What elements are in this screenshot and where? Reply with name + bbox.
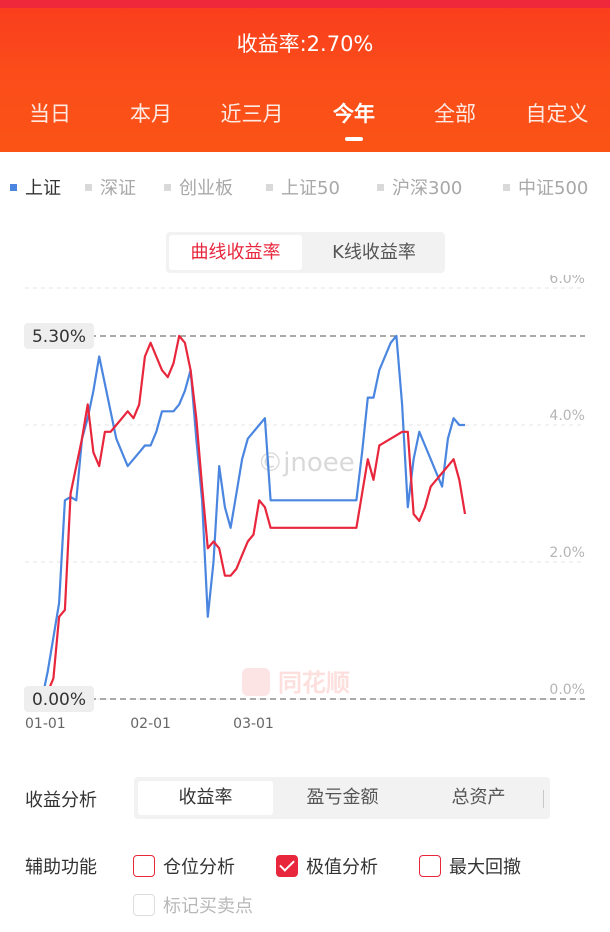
- period-tabs: 当日 本月 近三月 今年 全部 自定义: [0, 98, 610, 138]
- y-tick-label: 4.0%: [549, 408, 585, 424]
- kline-return-button[interactable]: K线收益率: [332, 242, 416, 263]
- brand-logo-icon: [242, 668, 270, 696]
- status-strip: [0, 0, 610, 8]
- legend-dot: [164, 183, 171, 191]
- checkbox-extreme-analysis[interactable]: 极值分析: [276, 853, 378, 879]
- legend-item-csi500[interactable]: 中证500: [503, 174, 588, 200]
- checkbox-mark-trades: 标记买卖点: [133, 892, 253, 918]
- legend-dot: [377, 183, 384, 191]
- legend-item-shenzhen[interactable]: 深证: [85, 174, 136, 200]
- divider: [543, 790, 544, 808]
- tab-this-year[interactable]: 今年: [333, 102, 375, 126]
- x-tick-label: 03-01: [233, 716, 274, 732]
- tab-this-month[interactable]: 本月: [130, 102, 172, 126]
- tab-custom[interactable]: 自定义: [525, 102, 589, 126]
- tab-profit-loss[interactable]: 盈亏金额: [306, 787, 379, 808]
- max-label-badge: [24, 322, 94, 349]
- analysis-label: 收益分析: [25, 790, 97, 811]
- y-tick-label: 6.0%: [549, 275, 585, 287]
- series-line-portfolio: [41, 334, 467, 700]
- legend-item-csi300[interactable]: 沪深300: [377, 174, 462, 200]
- tab-total-assets[interactable]: 总资产: [451, 787, 506, 808]
- max-label: 5.30%: [32, 327, 86, 347]
- brand-name: 同花顺: [278, 669, 350, 697]
- brand-logo: 同花顺: [242, 668, 350, 697]
- x-tick-label: 02-01: [130, 716, 171, 732]
- tab-all[interactable]: 全部: [434, 102, 476, 126]
- series-line-index: [40, 334, 465, 700]
- tab-three-months[interactable]: 近三月: [220, 102, 284, 126]
- legend-dot: [85, 183, 92, 191]
- chart-type-toggle: 曲线收益率 K线收益率: [166, 232, 445, 273]
- index-legend: 上证 深证 创业板 上证50 沪深300 中证500: [0, 174, 610, 202]
- x-tick-label: 01-01: [25, 716, 66, 732]
- min-label-badge: [24, 686, 94, 712]
- header-bar: 收益率:2.70% 当日 本月 近三月 今年 全部 自定义: [0, 0, 610, 152]
- legend-item-chinext[interactable]: 创业板: [164, 174, 233, 200]
- legend-item-shanghai[interactable]: 上证: [10, 174, 61, 200]
- checkbox-box[interactable]: [133, 855, 155, 877]
- return-chart: ©jnoee 同花顺 6.0% 4.0% 2.0% 0.0% 01-01 02-01 03-…: [24, 275, 585, 732]
- checkbox-checked-icon[interactable]: [276, 855, 298, 877]
- checkbox-max-drawdown[interactable]: 最大回撤: [419, 853, 521, 879]
- tab-today[interactable]: 当日: [29, 102, 71, 126]
- y-tick-label: 0.0%: [549, 682, 585, 698]
- tab-return-rate[interactable]: 收益率: [138, 781, 273, 815]
- curve-return-button[interactable]: 曲线收益率: [169, 235, 302, 270]
- analysis-tabs: 收益率 盈亏金额 总资产: [134, 777, 550, 819]
- min-label: 0.00%: [32, 690, 86, 710]
- legend-item-sse50[interactable]: 上证50: [266, 174, 340, 200]
- aux-label: 辅助功能: [25, 857, 97, 878]
- checkbox-box: [133, 894, 155, 916]
- active-tab-indicator: [345, 137, 363, 141]
- checkbox-position-analysis[interactable]: 仓位分析: [133, 853, 235, 879]
- watermark: ©jnoee: [257, 448, 355, 478]
- page-title: 收益率:2.70%: [236, 32, 374, 56]
- y-tick-label: 2.0%: [549, 545, 585, 561]
- legend-dot: [266, 183, 273, 191]
- legend-dot: [10, 183, 17, 191]
- checkbox-box[interactable]: [419, 855, 441, 877]
- legend-dot: [503, 183, 510, 191]
